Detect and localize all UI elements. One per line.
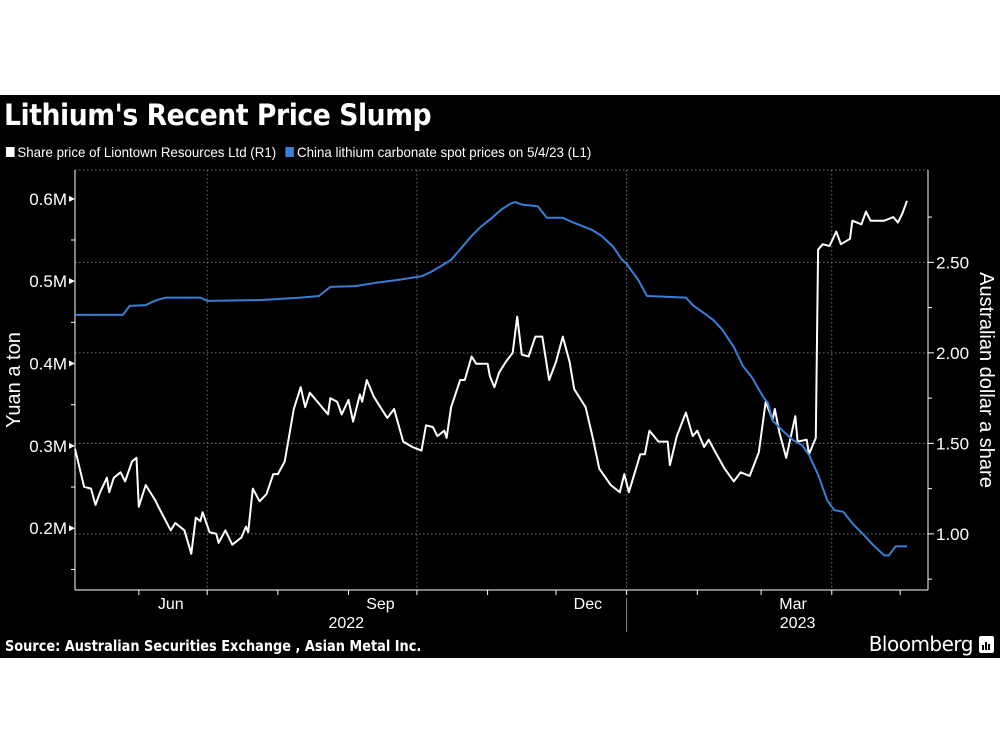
- left-tick-label: 0.2M: [29, 519, 67, 538]
- left-axis-tick: [69, 278, 75, 285]
- left-axis-tick: [69, 195, 75, 202]
- x-year-label: 2022: [328, 615, 364, 632]
- legend-swatch-blue: [285, 147, 295, 157]
- bloomberg-logo: Bloomberg: [869, 632, 994, 656]
- left-tick-label: 0.3M: [29, 437, 67, 456]
- series-line-liontown-share-price: [74, 200, 908, 555]
- right-tick-label: 2.50: [936, 253, 969, 272]
- legend-label-lithium: China lithium carbonate spot prices on 5…: [297, 144, 592, 160]
- left-axis-title: Yuan a ton: [3, 332, 25, 428]
- x-tick-label: Dec: [574, 596, 602, 613]
- legend-swatch-white: [6, 147, 15, 157]
- legend-label-liontown: Share price of Liontown Resources Ltd (R…: [17, 144, 277, 160]
- left-tick-label: 0.6M: [29, 190, 67, 209]
- left-axis-tick: [69, 360, 75, 367]
- legend-item-lithium: China lithium carbonate spot prices on 5…: [285, 144, 592, 160]
- source-note: Source: Australian Securities Exchange ,…: [5, 637, 422, 655]
- left-tick-label: 0.5M: [29, 272, 67, 291]
- x-tick-label: Mar: [779, 596, 807, 613]
- right-tick-label: 2.00: [936, 344, 969, 363]
- bloomberg-terminal-icon: [979, 635, 994, 653]
- left-axis-tick: [69, 525, 75, 532]
- series-line-lithium-carbonate: [75, 201, 907, 557]
- x-tick-label: Sep: [366, 596, 395, 613]
- left-tick-label: 0.4M: [29, 355, 67, 374]
- brand-text: Bloomberg: [868, 632, 974, 656]
- right-tick-label: 1.50: [936, 434, 969, 453]
- legend-item-liontown: Share price of Liontown Resources Ltd (R…: [6, 144, 276, 160]
- left-axis-tick: [69, 442, 75, 449]
- right-axis-title: Australian dollar a share: [975, 272, 997, 488]
- chart-panel: [0, 95, 1000, 658]
- x-tick-label: Jun: [158, 596, 184, 613]
- chart-title: Lithium's Recent Price Slump: [4, 98, 432, 132]
- legend: Share price of Liontown Resources Ltd (R…: [6, 144, 601, 160]
- x-year-label: 2023: [780, 615, 816, 632]
- right-tick-label: 1.00: [936, 525, 969, 544]
